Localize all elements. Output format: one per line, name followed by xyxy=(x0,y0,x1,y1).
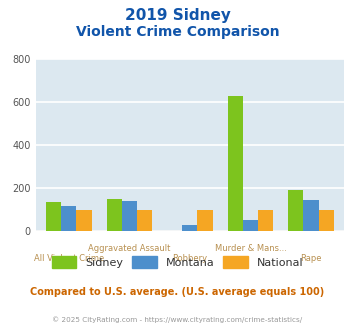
Bar xyxy=(304,200,319,231)
Bar xyxy=(137,210,152,231)
Bar xyxy=(46,202,61,231)
Text: 2019 Sidney: 2019 Sidney xyxy=(125,8,230,23)
Text: © 2025 CityRating.com - https://www.cityrating.com/crime-statistics/: © 2025 CityRating.com - https://www.city… xyxy=(53,317,302,323)
Bar xyxy=(182,225,197,231)
Bar xyxy=(258,210,273,231)
Bar xyxy=(61,206,76,231)
Text: Compared to U.S. average. (U.S. average equals 100): Compared to U.S. average. (U.S. average … xyxy=(31,287,324,297)
Bar xyxy=(228,96,243,231)
Legend: Sidney, Montana, National: Sidney, Montana, National xyxy=(48,251,307,272)
Text: Rape: Rape xyxy=(300,253,322,263)
Text: All Violent Crime: All Violent Crime xyxy=(34,253,104,263)
Bar xyxy=(243,220,258,231)
Bar xyxy=(288,190,304,231)
Bar xyxy=(106,199,122,231)
Bar xyxy=(319,210,334,231)
Text: Murder & Mans...: Murder & Mans... xyxy=(214,244,286,253)
Text: Aggravated Assault: Aggravated Assault xyxy=(88,244,170,253)
Bar xyxy=(122,201,137,231)
Text: Robbery: Robbery xyxy=(173,253,207,263)
Bar xyxy=(197,210,213,231)
Text: Violent Crime Comparison: Violent Crime Comparison xyxy=(76,25,279,39)
Bar xyxy=(76,210,92,231)
